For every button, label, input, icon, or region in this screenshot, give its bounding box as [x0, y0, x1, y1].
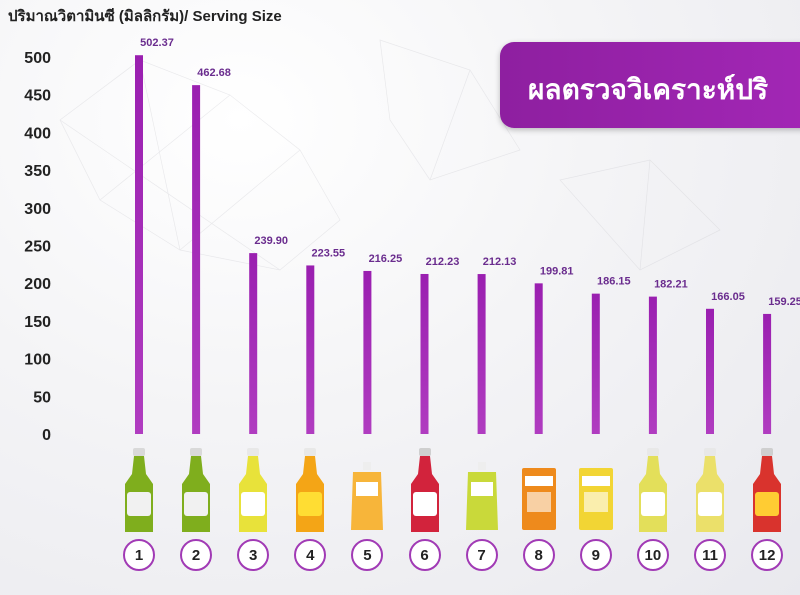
bar-5 [363, 270, 372, 434]
bottle-red-icon [408, 448, 442, 534]
y-tick-label: 150 [24, 314, 51, 331]
category-label-12: 12 [751, 539, 784, 571]
bar-7 [477, 274, 486, 434]
background-network [59, 39, 721, 271]
category-label-8: 8 [522, 539, 555, 571]
bottle-green-icon [179, 448, 213, 534]
pouch-orange-icon [350, 448, 384, 534]
y-tick-label: 350 [24, 163, 51, 180]
category-label-3: 3 [237, 539, 270, 571]
y-tick-label: 300 [24, 201, 51, 218]
bar-9 [591, 293, 600, 434]
bar-4 [306, 265, 315, 434]
bottle-orange-icon [293, 448, 327, 534]
bar-11 [706, 308, 714, 434]
bar-1 [135, 55, 143, 435]
bottle-yellow-icon [636, 448, 670, 534]
title-banner: ผลตรวจวิเคราะห์ปริ [500, 42, 800, 128]
category-label-4: 4 [294, 539, 327, 571]
data-label-7: 212.13 [483, 256, 517, 268]
bar-6 [420, 273, 429, 434]
data-label-12: 159.25 [768, 296, 800, 308]
bar-12 [763, 313, 772, 434]
box-yellow-icon [578, 448, 613, 534]
y-axis-title: ปริมาณวิตามินซี (มิลลิกรัม)/ Serving Siz… [8, 8, 282, 25]
box-orange-icon [521, 448, 556, 534]
chart-title: ผลตรวจวิเคราะห์ปริ [528, 74, 769, 105]
data-label-8: 199.81 [540, 265, 574, 277]
y-tick-label: 450 [24, 88, 51, 105]
category-label-1: 1 [123, 539, 155, 571]
category-label-7: 7 [465, 539, 498, 571]
data-label-5: 216.25 [369, 253, 403, 265]
bottle-green-icon [122, 448, 156, 534]
category-label-11: 11 [694, 539, 726, 571]
y-tick-label: 100 [24, 352, 51, 369]
bar-10 [648, 296, 657, 434]
y-tick-label: 400 [24, 125, 51, 142]
y-tick-label: 500 [24, 50, 51, 67]
pouch-lemon-icon [465, 448, 499, 534]
y-tick-label: 0 [42, 427, 51, 444]
bar-3 [249, 253, 258, 434]
category-label-10: 10 [636, 539, 669, 571]
data-label-4: 223.55 [311, 247, 345, 259]
y-tick-label: 200 [24, 276, 51, 293]
bottle-red-icon [750, 448, 784, 534]
data-label-2: 462.68 [197, 67, 231, 79]
bottle-yellow-icon [693, 448, 727, 534]
bottle-yellow-icon [236, 448, 270, 534]
data-label-10: 182.21 [654, 279, 688, 291]
bar-2 [192, 85, 201, 434]
category-label-5: 5 [351, 539, 384, 571]
data-label-3: 239.90 [254, 235, 288, 247]
category-label-2: 2 [180, 539, 213, 571]
category-label-9: 9 [579, 539, 612, 571]
data-label-6: 212.23 [426, 256, 460, 268]
data-label-11: 166.05 [711, 291, 745, 303]
y-tick-label: 250 [24, 239, 51, 256]
category-label-6: 6 [408, 539, 441, 571]
y-tick-label: 50 [33, 389, 51, 406]
data-label-1: 502.37 [140, 37, 174, 49]
data-label-9: 186.15 [597, 276, 631, 288]
bar-8 [534, 283, 543, 434]
